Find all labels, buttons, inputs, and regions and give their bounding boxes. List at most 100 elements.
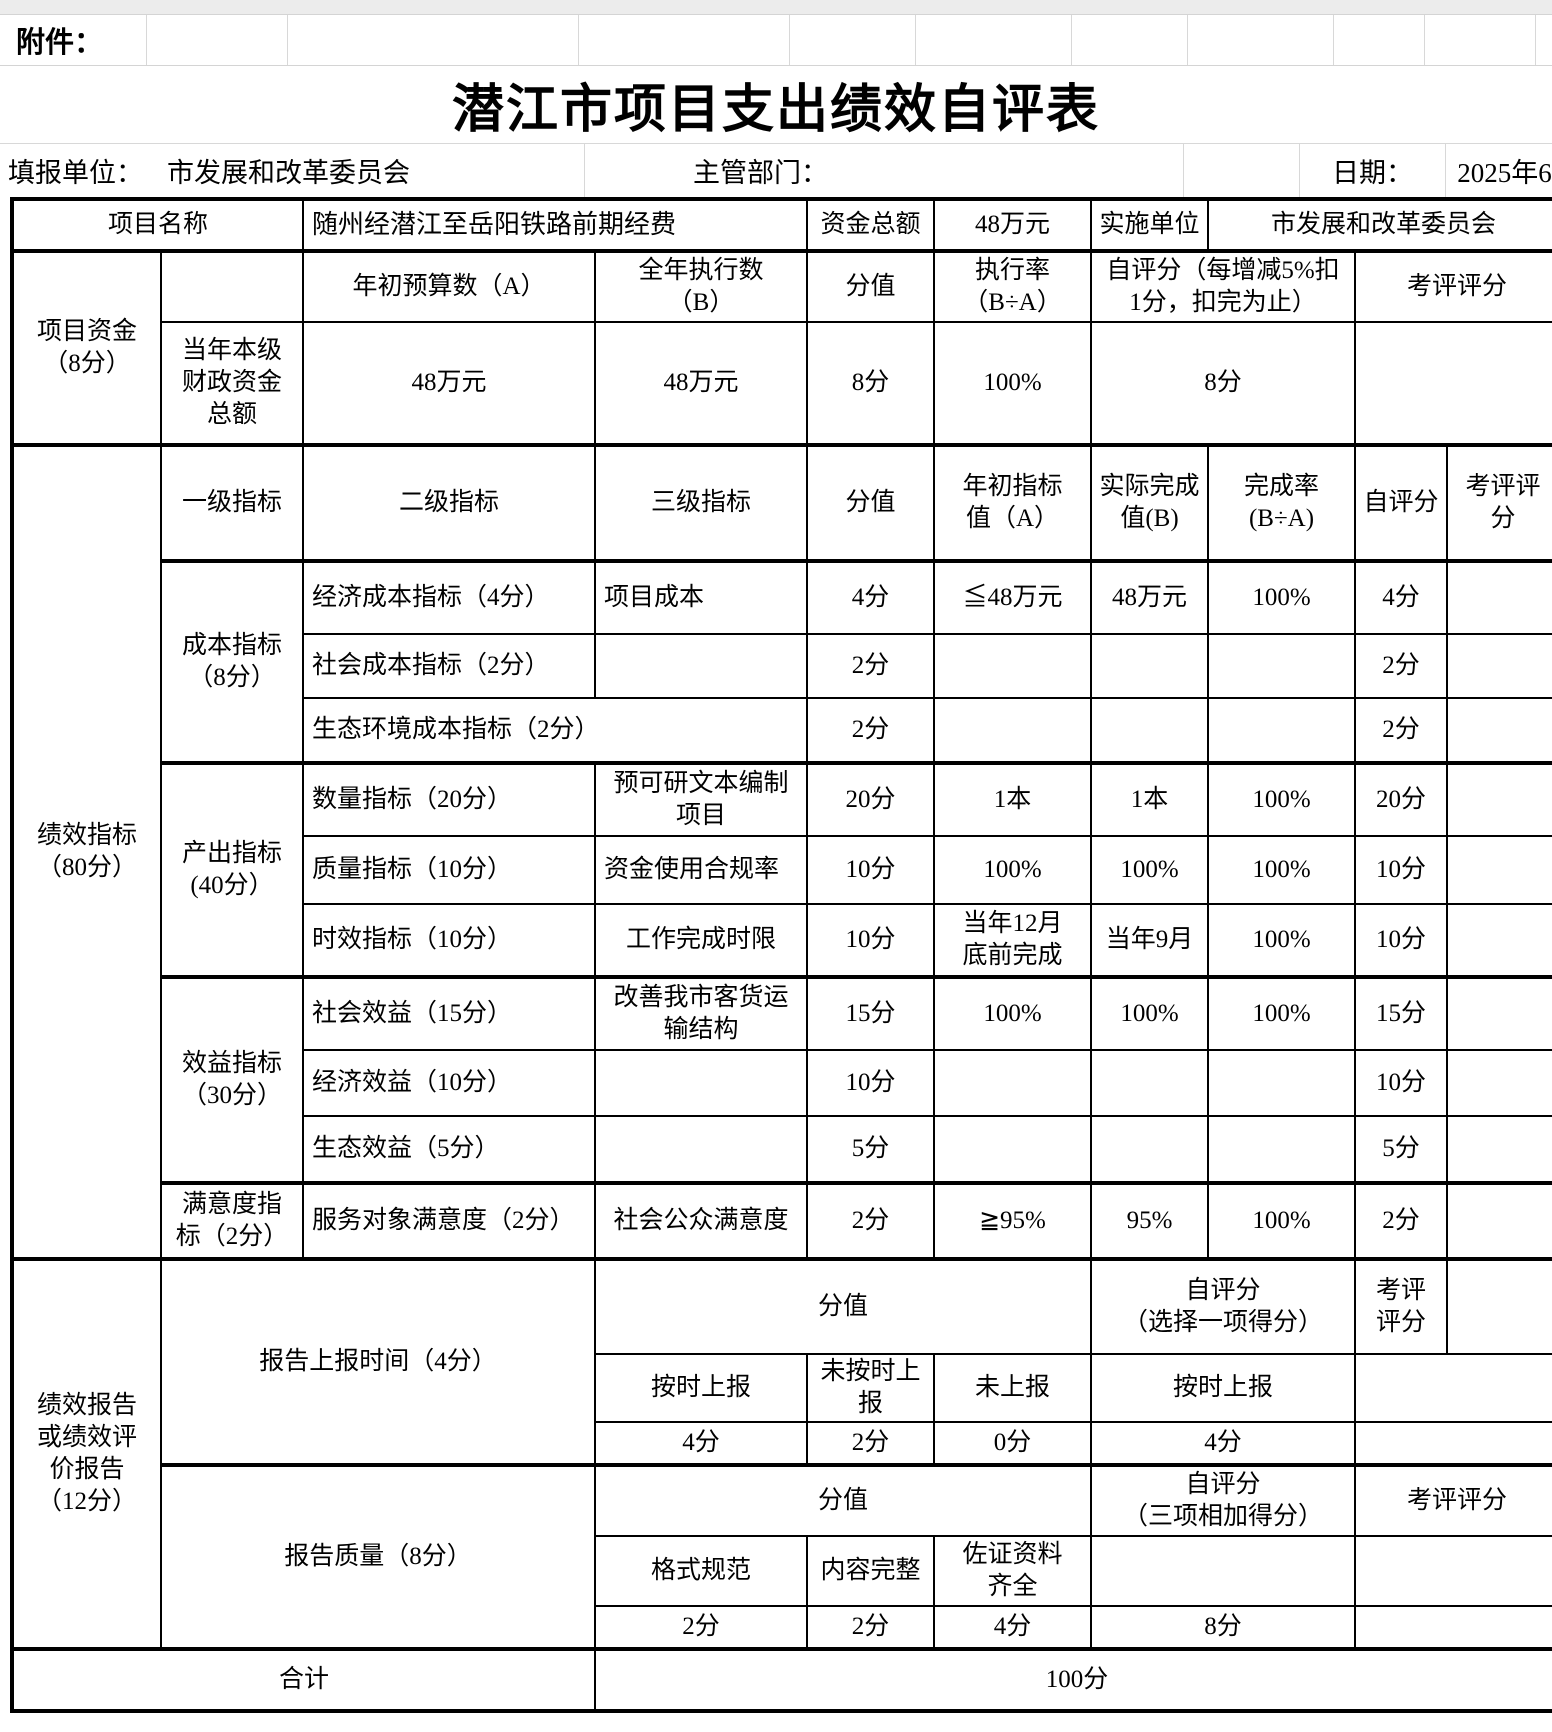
funds-row-label: 当年本级 财政资金 总额 [162,323,302,443]
empty-cell [1448,563,1552,633]
empty-cell [935,635,1090,697]
empty-cell [1356,1423,1552,1463]
empty-cell [1356,1355,1552,1421]
funds-header-selfscore: 自评分（每增减5%扣 1分，扣完为止） [1092,253,1354,321]
perf-header-review: 考评评 分 [1448,447,1552,559]
empty-cell [1356,1607,1552,1647]
date-label: 日期： [1332,158,1413,188]
page-title: 潜江市项目支出绩效自评表 [451,82,1100,139]
empty-cell [1092,699,1207,761]
report-section-label: 绩效报告 或绩效评 价报告 （12分） [14,1261,160,1647]
grid-cell [1072,15,1188,65]
perf-header-self: 自评分 [1356,447,1446,559]
empty-cell [596,1117,806,1181]
evaluation-table: 项目名称 随州经潜江至岳阳铁路前期经费 资金总额 48万元 实施单位 市发展和改… [10,197,1552,1713]
perf-row-target: 1本 [935,765,1090,835]
group-label-output: 产出指标 (40分） [162,765,302,975]
perf-row-self: 2分 [1356,1185,1446,1257]
perf-row-target: 100% [935,979,1090,1049]
empty-cell [1448,1051,1552,1115]
empty-cell [1092,1537,1354,1605]
perf-header-l2: 二级指标 [304,447,594,559]
grid-cell [1425,15,1536,65]
empty-cell [1448,979,1552,1049]
report-quality-s1: 2分 [596,1607,806,1647]
grid-cell [790,15,916,65]
report-quality-review-header: 考评评分 [1356,1467,1552,1535]
attachment-label: 附件： [16,27,104,59]
perf-header-l1: 一级指标 [162,447,302,559]
empty-cell [1448,765,1552,835]
empty-cell [1448,905,1552,975]
report-quality-s2: 2分 [808,1607,933,1647]
perf-row-rate: 100% [1209,563,1354,633]
funds-section-label: 项目资金 （8分） [14,253,160,443]
perf-header-l3: 三级指标 [596,447,806,559]
perf-row-l3: 预可研文本编制 项目 [596,765,806,835]
perf-row-score: 5分 [808,1117,933,1181]
funds-header-score: 分值 [808,253,933,321]
report-quality-opt2: 内容完整 [808,1537,933,1605]
perf-row-target: 当年12月 底前完成 [935,905,1090,975]
grid-cell [1188,15,1334,65]
perf-row-actual: 当年9月 [1092,905,1207,975]
funds-header-rate: 执行率 （B÷A） [935,253,1090,321]
empty-cell [1448,1185,1552,1257]
funds-review-value [1356,323,1552,443]
project-name-value: 随州经潜江至岳阳铁路前期经费 [304,201,806,249]
empty-cell [1209,1117,1354,1181]
report-time-s3: 0分 [935,1423,1090,1463]
funds-header-review: 考评评分 [1356,253,1552,321]
perf-row-l3: 社会公众满意度 [596,1185,806,1257]
perf-header-actual: 实际完成 值(B) [1092,447,1207,559]
empty-cell [1356,1537,1552,1605]
report-time-opt2: 未按时上 报 [808,1355,933,1421]
empty-cell [1184,144,1300,197]
fill-unit-label: 填报单位： [8,158,143,188]
empty-cell [162,253,302,321]
perf-row-l2: 社会成本指标（2分） [304,635,594,697]
perf-row-l2: 生态环境成本指标（2分） [304,699,806,761]
perf-header-rate: 完成率 (B÷A) [1209,447,1354,559]
perf-row-l2: 数量指标（20分） [304,765,594,835]
empty-cell [1448,1117,1552,1181]
impl-unit-label: 实施单位 [1092,201,1207,249]
empty-cell [596,1051,806,1115]
perf-row-actual: 100% [1092,837,1207,903]
grid-cell [579,15,790,65]
perf-row-self: 15分 [1356,979,1446,1049]
perf-row-actual: 100% [1092,979,1207,1049]
total-value: 100分 [596,1651,1552,1709]
report-quality-self-header: 自评分 （三项相加得分） [1092,1467,1354,1535]
report-time-opt1: 按时上报 [596,1355,806,1421]
perf-row-rate: 100% [1209,837,1354,903]
perf-row-target: 100% [935,837,1090,903]
report-time-score-header: 分值 [596,1261,1090,1353]
perf-row-self: 5分 [1356,1117,1446,1181]
report-quality-self-score: 8分 [1092,1607,1354,1647]
group-label-satisfaction: 满意度指 标（2分） [162,1185,302,1257]
empty-cell [1448,635,1552,697]
empty-cell [1209,635,1354,697]
perf-header-score: 分值 [808,447,933,559]
perf-row-rate: 100% [1209,765,1354,835]
perf-row-rate: 100% [1209,1185,1354,1257]
perf-row-score: 20分 [808,765,933,835]
funds-score-value: 8分 [808,323,933,443]
funds-rate-value: 100% [935,323,1090,443]
project-name-label: 项目名称 [14,201,302,249]
perf-row-l3: 资金使用合规率 [596,837,806,903]
funds-budget-value: 48万元 [304,323,594,443]
report-time-s2: 2分 [808,1423,933,1463]
funds-selfscore-value: 8分 [1092,323,1354,443]
perf-row-self: 10分 [1356,905,1446,975]
grid-cell [1334,15,1425,65]
funds-header-exec: 全年执行数 （B） [596,253,806,321]
perf-row-self: 2分 [1356,635,1446,697]
grid-cell [147,15,288,65]
funds-header-budget: 年初预算数（A） [304,253,594,321]
perf-row-score: 2分 [808,699,933,761]
total-label: 合计 [14,1651,594,1709]
empty-cell [1209,699,1354,761]
perf-row-rate: 100% [1209,979,1354,1049]
